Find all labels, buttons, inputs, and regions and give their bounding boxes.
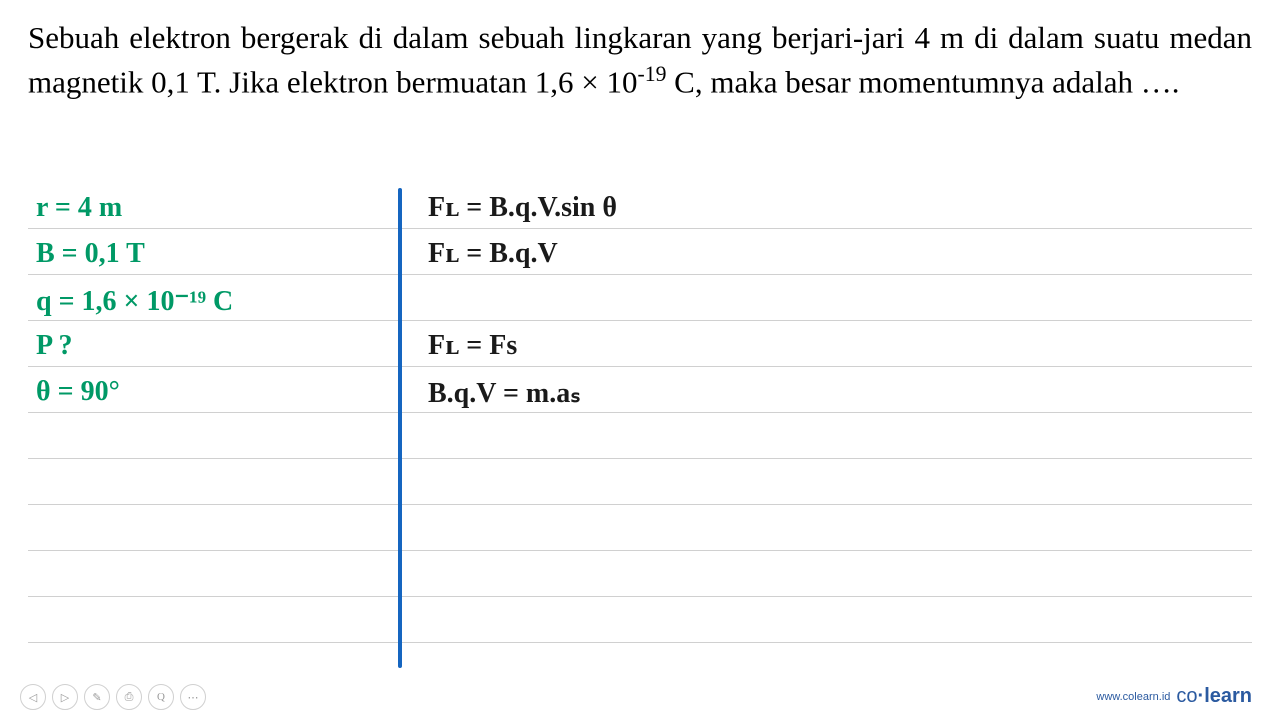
control-button[interactable]: ⋯ xyxy=(180,684,206,710)
solution-step: Fʟ = B.q.V xyxy=(428,238,558,270)
known-value: B = 0,1 T xyxy=(36,238,145,270)
rule-line xyxy=(28,412,1252,413)
rule-line xyxy=(28,504,1252,505)
rule-line xyxy=(28,228,1252,229)
known-value: q = 1,6 × 10⁻¹⁹ C xyxy=(36,284,233,318)
footer-url: www.colearn.id xyxy=(1096,691,1170,703)
control-button[interactable]: ◁ xyxy=(20,684,46,710)
rule-line xyxy=(28,274,1252,275)
control-button[interactable]: ▷ xyxy=(52,684,78,710)
brand-co: co xyxy=(1176,685,1197,707)
problem-statement: Sebuah elektron bergerak di dalam sebuah… xyxy=(0,0,1280,114)
rule-line xyxy=(28,320,1252,321)
rule-line xyxy=(28,550,1252,551)
problem-text-part2: C, maka besar momentumnya adalah …. xyxy=(666,65,1179,100)
known-value: P ? xyxy=(36,330,73,362)
footer-brand: co·learn xyxy=(1176,685,1252,708)
rule-line xyxy=(28,366,1252,367)
bottom-controls: ◁▷✎⎙Q⋯ xyxy=(20,684,206,710)
rule-line xyxy=(28,642,1252,643)
control-button[interactable]: ⎙ xyxy=(116,684,142,710)
control-button[interactable]: ✎ xyxy=(84,684,110,710)
vertical-divider xyxy=(398,188,402,668)
rule-line xyxy=(28,596,1252,597)
ruled-lines xyxy=(28,190,1252,670)
known-value: r = 4 m xyxy=(36,192,122,224)
footer: www.colearn.id co·learn xyxy=(1096,685,1252,708)
known-value: θ = 90° xyxy=(36,376,120,408)
rule-line xyxy=(28,458,1252,459)
brand-learn: learn xyxy=(1204,685,1252,707)
control-button[interactable]: Q xyxy=(148,684,174,710)
problem-exponent: -19 xyxy=(638,62,667,86)
solution-step: B.q.V = m.aₛ xyxy=(428,376,581,410)
solution-step: Fʟ = B.q.V.sin θ xyxy=(428,192,617,224)
worksheet-area: r = 4 m B = 0,1 T q = 1,6 × 10⁻¹⁹ C P ? θ = … xyxy=(28,190,1252,670)
solution-step: Fʟ = Fs xyxy=(428,330,517,362)
